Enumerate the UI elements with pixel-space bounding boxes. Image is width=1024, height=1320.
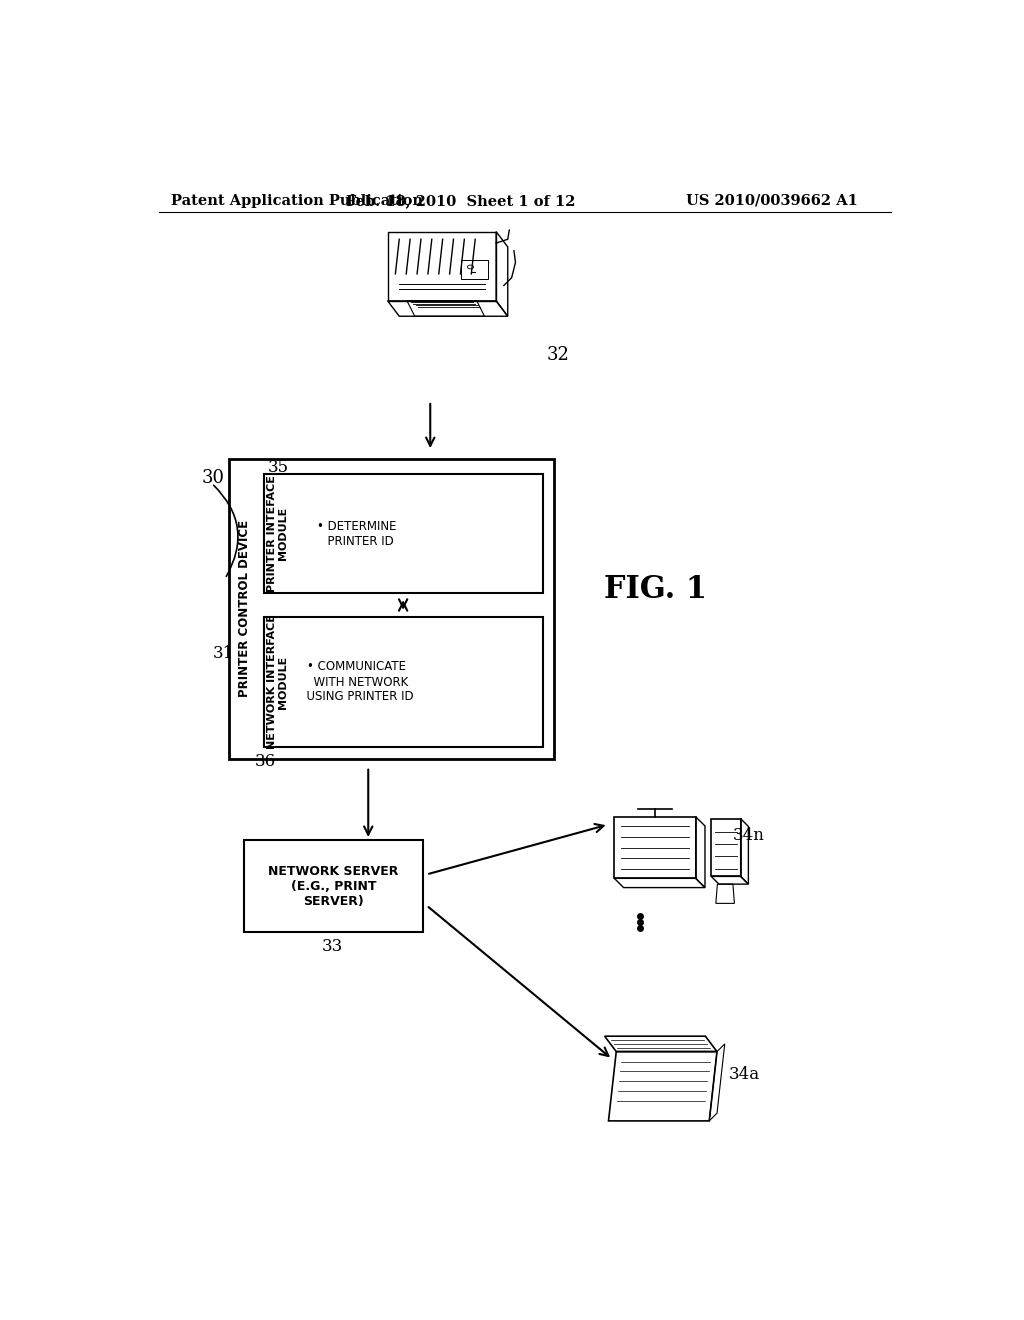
Text: • COMMUNICATE
  WITH NETWORK
  USING PRINTER ID: • COMMUNICATE WITH NETWORK USING PRINTER… [299, 660, 414, 704]
Text: 30: 30 [202, 469, 224, 487]
Text: 33: 33 [322, 937, 343, 954]
Text: PRINTER CONTROL DEVICE: PRINTER CONTROL DEVICE [238, 520, 251, 697]
Text: 34a: 34a [729, 1067, 760, 1084]
Text: FIG. 1: FIG. 1 [603, 574, 707, 605]
Bar [245, 840, 423, 932]
Text: Patent Application Publication: Patent Application Publication [171, 194, 423, 207]
Text: • DETERMINE
  PRINTER ID: • DETERMINE PRINTER ID [316, 520, 396, 548]
Bar [712, 818, 740, 876]
Bar [263, 616, 543, 747]
Bar [614, 817, 695, 878]
Text: 31: 31 [213, 645, 234, 663]
Bar [263, 474, 543, 594]
Text: 35: 35 [267, 459, 289, 477]
Text: Feb. 18, 2010  Sheet 1 of 12: Feb. 18, 2010 Sheet 1 of 12 [346, 194, 575, 207]
Text: 32: 32 [547, 346, 569, 364]
Text: 36: 36 [254, 752, 275, 770]
Text: NETWORK INTERFACE
MODULE: NETWORK INTERFACE MODULE [267, 615, 289, 750]
Text: US 2010/0039662 A1: US 2010/0039662 A1 [686, 194, 858, 207]
Text: NETWORK SERVER
(E.G., PRINT
SERVER): NETWORK SERVER (E.G., PRINT SERVER) [268, 865, 398, 908]
Bar [228, 459, 554, 759]
Text: PRINTER INTEFACE
MODULE: PRINTER INTEFACE MODULE [267, 475, 289, 593]
Text: 34n: 34n [732, 828, 764, 845]
Bar [461, 260, 488, 280]
